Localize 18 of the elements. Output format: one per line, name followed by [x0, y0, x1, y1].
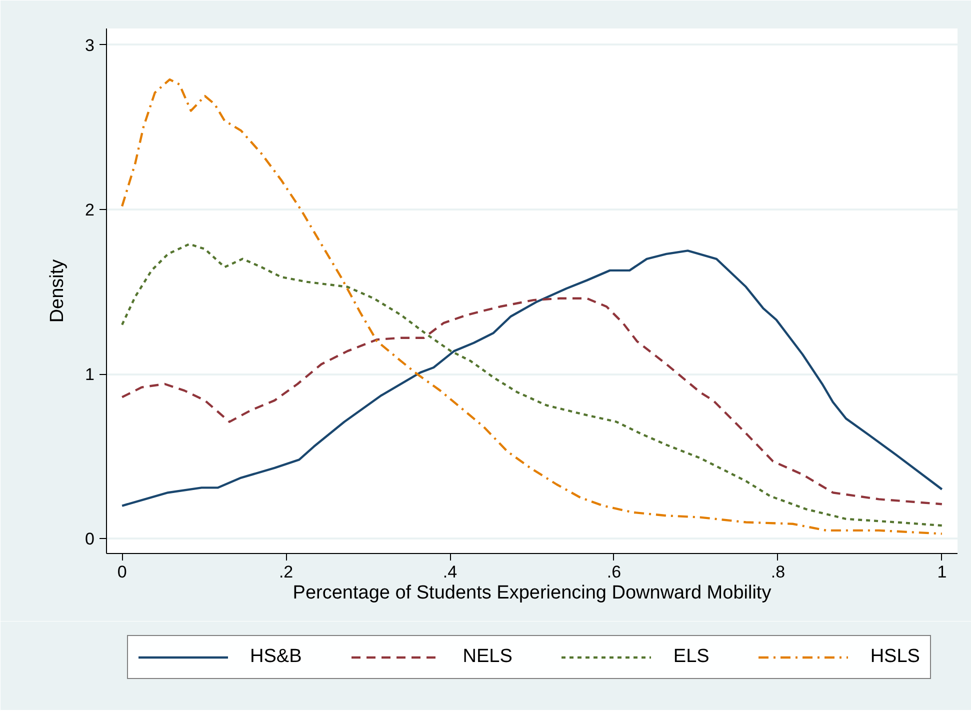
x-axis-title: Percentage of Students Experiencing Downward Mobility	[292, 582, 772, 604]
x-tick-label: 0	[117, 562, 127, 582]
x-tick-label: .4	[442, 562, 458, 582]
legend-label: HSLS	[870, 646, 920, 668]
y-tick-label: 1	[85, 365, 95, 384]
line-series	[120, 297, 944, 506]
x-tick-label: .2	[278, 562, 294, 582]
y-axis-title: Density	[47, 258, 68, 323]
y-tick-label: 2	[85, 200, 95, 220]
y-tick-label: 0	[85, 530, 95, 549]
legend-label: NELS	[462, 646, 512, 668]
legend-label: ELS	[673, 646, 710, 668]
line-series	[120, 78, 944, 535]
legend-label: HS&B	[250, 646, 302, 668]
x-tick-label: .6	[606, 562, 622, 582]
x-tick-label: 1	[937, 562, 947, 582]
y-tick-label: 3	[85, 36, 95, 55]
x-tick-label: .8	[770, 562, 786, 582]
